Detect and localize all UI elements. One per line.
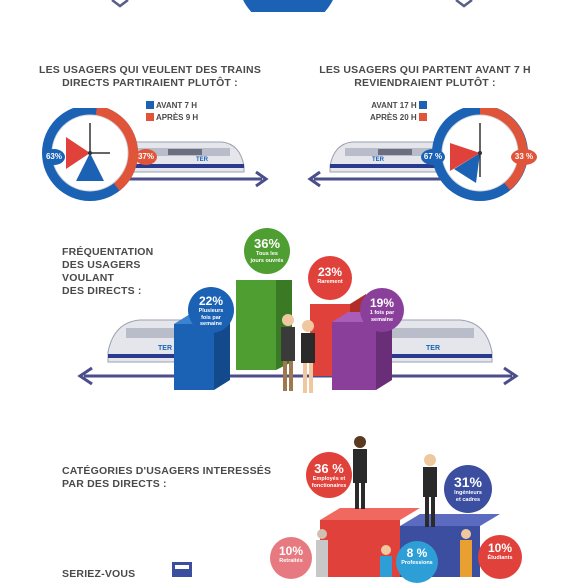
person-icon xyxy=(316,529,328,577)
legend-item: AVANT 17 H xyxy=(370,100,427,112)
pct-blue-badge: 63% xyxy=(43,149,65,165)
section4-title: SERIEZ-VOUS xyxy=(62,568,136,580)
pct-red-badge: 33 % xyxy=(511,149,537,165)
category-bubble: 36 % Employés et fonctionaires xyxy=(306,452,352,498)
person-icon xyxy=(380,545,392,577)
svg-text:TER: TER xyxy=(196,157,209,163)
section2-title: FRÉQUENTATION DES USAGERS VOULANT DES DI… xyxy=(62,246,154,297)
frequency-bubble: 36% Tous les jours ouvrés xyxy=(244,228,290,274)
section2-graphic: TER TER xyxy=(77,280,519,393)
train-icon: TER xyxy=(389,319,493,363)
bar-blue xyxy=(174,314,230,390)
frequency-bubble: 22% Plusieurs fois par semaine xyxy=(188,287,234,333)
category-bubble: 8 % Professions xyxy=(396,541,438,583)
svg-text:TER: TER xyxy=(372,157,385,163)
person-icon xyxy=(423,454,437,527)
legend-item: APRÈS 9 H xyxy=(146,112,198,124)
category-bubble: 31% Ingénieurs et cadres xyxy=(444,465,492,513)
frequency-bubble: 19% 1 fois par semaine xyxy=(360,288,404,332)
top-decoration xyxy=(111,0,473,12)
train-icon: TER xyxy=(329,141,451,173)
calendar-icon xyxy=(172,562,192,577)
section1-right-title: LES USAGERS QUI PARTENT AVANT 7 H REVIEN… xyxy=(319,64,531,89)
section1-left-legend: AVANT 7 H APRÈS 9 H xyxy=(146,100,198,124)
section1-right-legend: AVANT 17 H APRÈS 20 H xyxy=(370,100,427,124)
top-arrow-left xyxy=(111,0,129,8)
legend-item: APRÈS 20 H xyxy=(370,112,427,124)
legend-item: AVANT 7 H xyxy=(146,100,198,112)
category-bubble: 10% Étudiants xyxy=(478,535,522,579)
clock-icon xyxy=(432,108,528,201)
frequency-bubble: 23% Rarement xyxy=(308,256,352,300)
section1-right-graphic: TER xyxy=(307,108,528,201)
pct-red-badge: 37% xyxy=(135,149,157,165)
person-icon xyxy=(460,529,472,577)
category-bubble: 10% Retraités xyxy=(270,537,312,579)
clock-icon xyxy=(42,108,138,201)
people-icon xyxy=(281,314,315,393)
section3-title: CATÉGORIES D'USAGERS INTERESSÉS PAR DES … xyxy=(62,465,272,490)
pct-blue-badge: 67 % xyxy=(421,149,445,165)
section1-left-title: LES USAGERS QUI VEULENT DES TRAINS DIREC… xyxy=(38,64,262,89)
svg-text:TER: TER xyxy=(158,345,172,352)
person-icon xyxy=(353,436,367,509)
top-arrow-right xyxy=(455,0,473,8)
svg-text:TER: TER xyxy=(426,345,440,352)
